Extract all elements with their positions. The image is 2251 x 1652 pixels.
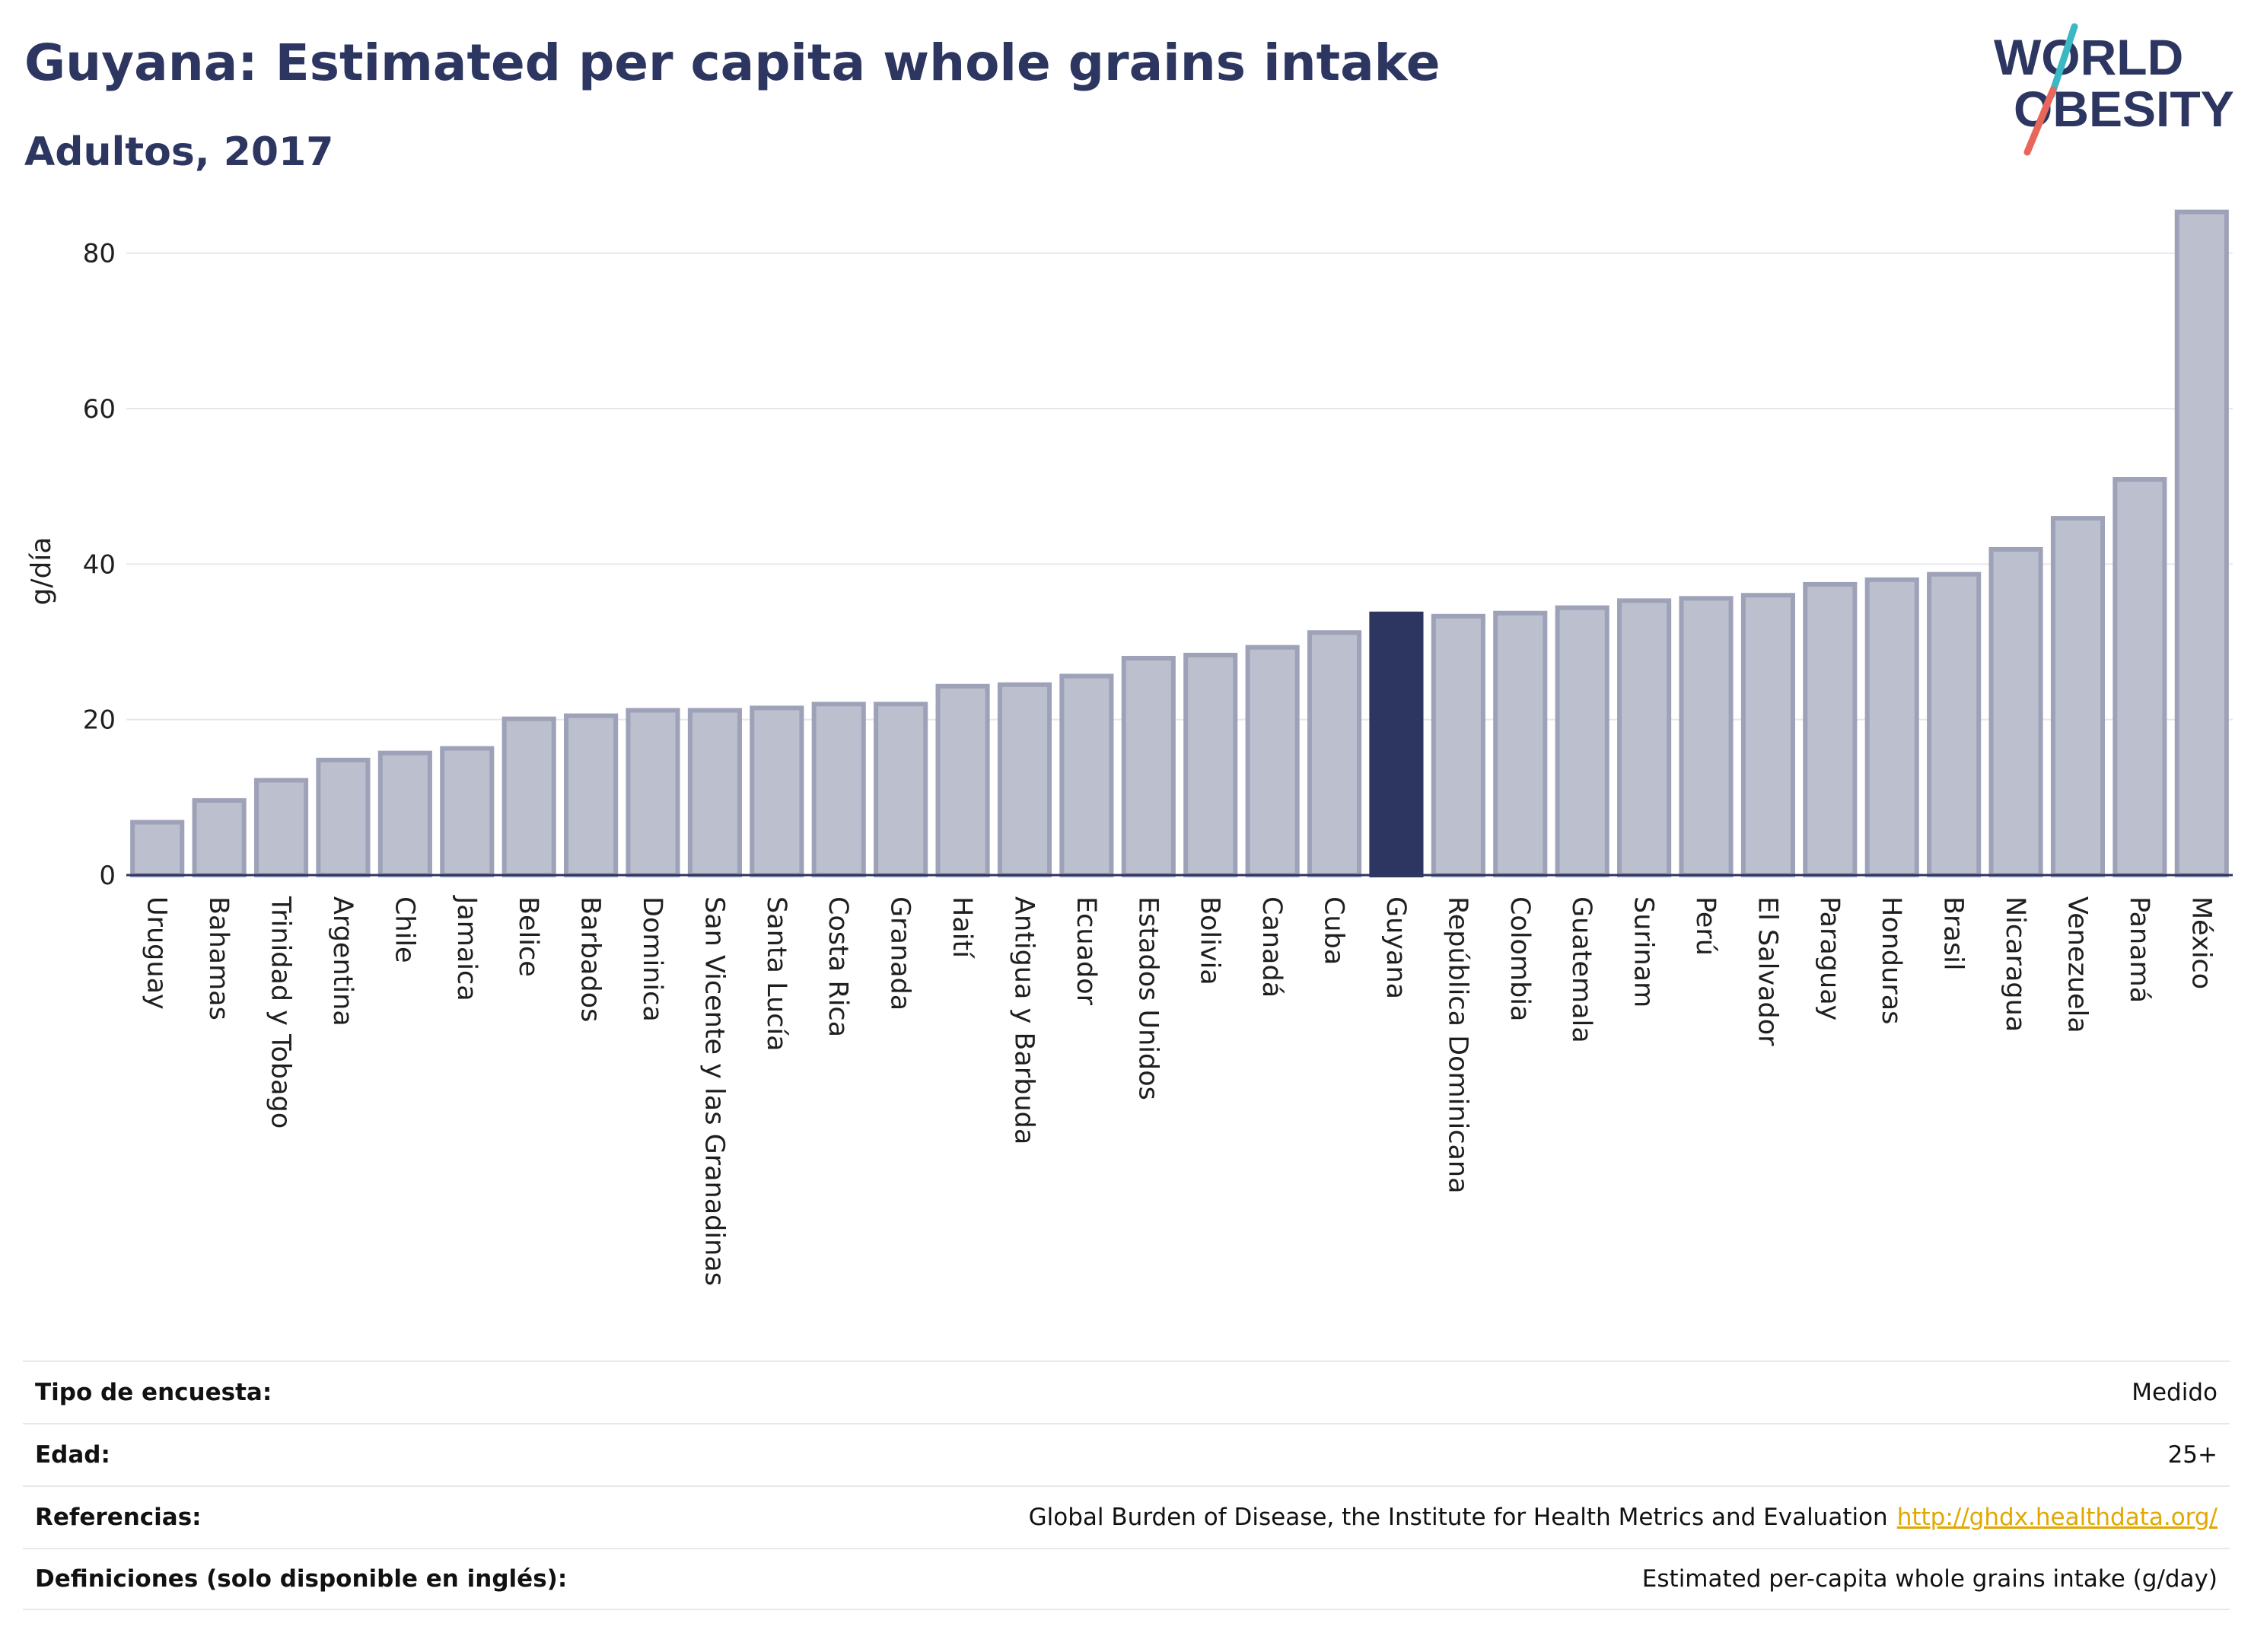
bar: [316, 757, 371, 878]
bar: [1493, 610, 1548, 877]
bar-highlight: [1369, 611, 1424, 878]
world-obesity-logo: WORLD OBESITY: [1994, 23, 2234, 156]
info-label: Edad:: [35, 1441, 110, 1469]
info-value: Global Burden of Disease, the Institute …: [1028, 1504, 1888, 1531]
bar: [1121, 655, 1176, 877]
bar: [935, 683, 990, 878]
x-tick-label: Jamaica: [451, 895, 482, 1001]
x-tick-label: Estados Unidos: [1132, 896, 1163, 1100]
info-value-wrapper: Global Burden of Disease, the Institute …: [1029, 1504, 2218, 1531]
bar: [2050, 516, 2106, 877]
bar: [874, 702, 928, 877]
x-tick-label: Bahamas: [203, 896, 234, 1020]
bar-chart: 0 20 40 60 80 Uruguay Bahamas Trinidad y Tobago…: [26, 209, 2233, 1286]
bar: [1555, 605, 1609, 878]
logo-line1: WORLD: [1994, 29, 2183, 85]
y-tick-label: 60: [83, 394, 116, 425]
bar: [1679, 596, 1734, 878]
bar: [1864, 577, 1919, 878]
x-tick-label: Barbados: [575, 896, 606, 1022]
chart-title: Guyana: Estimated per capita whole grain…: [24, 33, 1441, 92]
x-tick-label: Panamá: [2124, 896, 2154, 1003]
info-table: Tipo de encuesta: Medido Edad: 25+ Refer…: [23, 1361, 2230, 1610]
x-tick-label: Brasil: [1938, 896, 1969, 971]
x-tick-label: Perú: [1690, 896, 1721, 956]
bar: [501, 716, 556, 877]
x-tick-label: República Dominicana: [1442, 896, 1473, 1194]
x-tick-label: Canadá: [1256, 896, 1287, 998]
bar-layer: [126, 209, 2233, 878]
x-tick-label: Granada: [885, 896, 915, 1011]
x-tick-label: Argentina: [327, 896, 358, 1027]
x-tick-label: Nicaragua: [2000, 896, 2030, 1032]
y-axis-title: g/día: [26, 537, 57, 606]
bar: [1803, 581, 1858, 877]
info-row-definitions: Definiciones (solo disponible en inglés)…: [23, 1548, 2230, 1610]
info-row-age: Edad: 25+: [23, 1423, 2230, 1485]
x-tick-label: Trinidad y Tobago: [266, 896, 296, 1128]
bar: [750, 705, 804, 878]
y-tick-label: 80: [83, 239, 116, 269]
x-tick-label: Antigua y Barbuda: [1008, 896, 1039, 1144]
bar: [1245, 645, 1300, 878]
chart-subtitle: Adultos, 2017: [24, 129, 334, 175]
info-row-references: Referencias: Global Burden of Disease, t…: [23, 1485, 2230, 1548]
bar: [377, 750, 432, 877]
logo-slash-coral: [2023, 86, 2057, 156]
bar: [2113, 477, 2167, 877]
x-tick-label: México: [2186, 896, 2216, 989]
x-tick-label: Haití: [947, 896, 977, 959]
info-label: Tipo de encuesta:: [35, 1379, 272, 1406]
x-tick-label: Bolivia: [1195, 896, 1225, 985]
info-value: Medido: [2132, 1379, 2218, 1406]
bar: [1740, 593, 1795, 878]
info-row-survey-type: Tipo de encuesta: Medido: [23, 1361, 2230, 1423]
info-value: 25+: [2167, 1441, 2218, 1469]
x-tick-label: San Vicente y las Granadinas: [699, 896, 729, 1286]
bar: [626, 708, 680, 877]
x-tick-label: Ecuador: [1071, 896, 1101, 1006]
bar: [1183, 652, 1238, 877]
bar: [1988, 546, 2043, 878]
x-tick-label: Guatemala: [1566, 896, 1597, 1043]
y-tick-label: 0: [99, 861, 116, 891]
x-tick-label: Chile: [389, 896, 419, 963]
bar: [192, 797, 247, 877]
x-tick-label: Paraguay: [1814, 896, 1845, 1020]
x-tick-label: Venezuela: [2062, 896, 2092, 1033]
bar: [997, 682, 1052, 877]
bar: [440, 746, 495, 877]
bar: [130, 820, 185, 878]
x-tick-label: Honduras: [1876, 896, 1906, 1024]
bar: [253, 778, 309, 878]
bar: [1059, 673, 1114, 877]
bar: [1431, 613, 1485, 877]
x-tick-label: Cuba: [1319, 896, 1349, 965]
x-tick-label: Guyana: [1380, 896, 1411, 999]
x-tick-label: El Salvador: [1752, 896, 1782, 1046]
bar: [811, 702, 866, 877]
x-tick-label: Costa Rica: [823, 896, 853, 1037]
reference-link[interactable]: http://ghdx.healthdata.org/: [1896, 1504, 2218, 1531]
y-tick-label: 20: [83, 705, 116, 736]
info-label: Referencias:: [35, 1504, 202, 1531]
bar: [564, 713, 619, 877]
logo-slash-teal: [2048, 23, 2078, 99]
x-tick-label: Colombia: [1504, 896, 1535, 1021]
x-tick-label: Surinam: [1629, 896, 1659, 1007]
info-label: Definiciones (solo disponible en inglés)…: [35, 1565, 568, 1593]
x-tick-label: Dominica: [637, 896, 667, 1022]
x-tick-label: Uruguay: [142, 896, 172, 1010]
bar: [1307, 630, 1362, 877]
label-layer: 0 20 40 60 80 Uruguay Bahamas Trinidad y Tobago…: [83, 239, 2217, 1286]
info-value: Estimated per-capita whole grains intake…: [1641, 1565, 2218, 1593]
x-tick-label: Belice: [513, 896, 543, 977]
bar: [687, 708, 742, 877]
bar: [1617, 598, 1672, 877]
x-tick-label: Santa Lucía: [761, 896, 791, 1052]
bar: [2174, 209, 2229, 877]
bar: [1927, 571, 1982, 878]
y-tick-label: 40: [83, 549, 116, 580]
